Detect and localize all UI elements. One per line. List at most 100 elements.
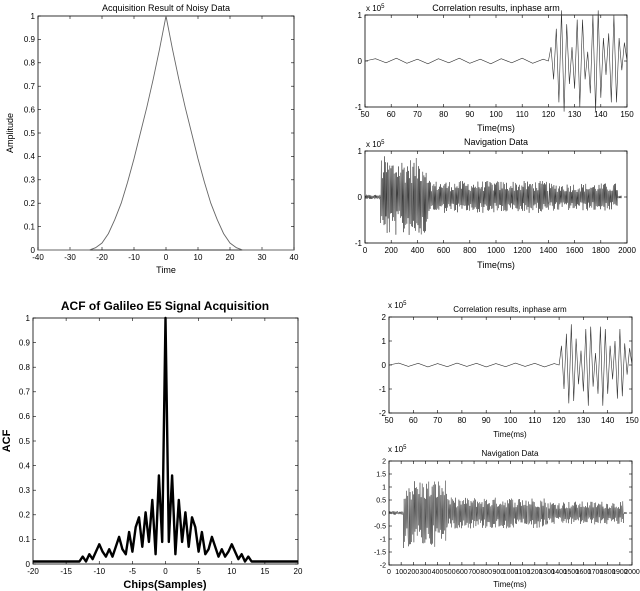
x-tick-label: 5	[196, 567, 201, 576]
x-tick-label: 10	[227, 567, 236, 576]
x-tick-label: 20	[294, 567, 303, 576]
x-tick-label: 1100	[515, 569, 530, 576]
x-tick-label: 90	[465, 110, 474, 119]
x-tick-label: 800	[480, 569, 492, 576]
x-tick-label: 1600	[576, 569, 592, 576]
y-tick-label: 0	[382, 361, 387, 370]
x-tick-label: 80	[439, 110, 448, 119]
y-tick-label: 1.5	[376, 471, 386, 478]
chart-title: Acquisition Result of Noisy Data	[102, 3, 230, 13]
y-tick-label: 1	[26, 314, 31, 323]
x-tick-label: 400	[411, 246, 425, 255]
x-tick-label: 300	[420, 569, 432, 576]
x-tick-label: 700	[468, 569, 480, 576]
x-axis-label: Time(ms)	[477, 260, 515, 270]
data-line	[364, 10, 628, 112]
panel-acf-galileo-e5: ACF of Galileo E5 Signal Acquisition -20…	[1, 299, 303, 591]
y-tick-label: -1	[380, 536, 386, 543]
x-tick-label: 1400	[540, 246, 558, 255]
x-tick-label: 50	[385, 416, 394, 425]
y-tick-label: 2	[382, 458, 386, 465]
x-tick-label: 2000	[618, 246, 636, 255]
x-tick-label: 150	[620, 110, 634, 119]
y-ticks: -1 0 1	[355, 11, 627, 112]
panel-acquisition-noisy: Acquisition Result of Noisy Data -40 -30-…	[5, 3, 299, 275]
y-tick-label: -0.5	[374, 523, 386, 530]
x-tick-label: 0	[163, 567, 168, 576]
x-tick-label: 60	[387, 110, 396, 119]
x-tick-label: 500	[444, 569, 456, 576]
y-tick-label: -1	[355, 103, 363, 112]
x-tick-label: 600	[437, 246, 451, 255]
x-tick-label: 2000	[624, 569, 640, 576]
x-tick-label: 100	[395, 569, 407, 576]
y-tick-label: 0.9	[19, 338, 31, 347]
x-tick-label: 1200	[527, 569, 543, 576]
y-tick-label: 0.5	[24, 129, 36, 138]
x-tick-label: 0	[164, 253, 169, 262]
x-ticks: 50 60 70 80 90 100 110 120 130 140 150	[361, 15, 634, 119]
x-tick-label: 1700	[588, 569, 604, 576]
x-tick-label: 1600	[566, 246, 584, 255]
y-tick-label: 0.6	[19, 412, 31, 421]
y-tick-label: 1	[358, 11, 363, 20]
y-tick-label: 0.7	[19, 388, 31, 397]
plot-frame	[37, 15, 295, 251]
x-axis-label: Time	[156, 265, 176, 275]
x-axis-label: Time(ms)	[493, 430, 527, 439]
x-tick-label: 1300	[539, 569, 555, 576]
x-tick-label: -10	[93, 567, 105, 576]
y-tick-label: 0.4	[24, 152, 36, 161]
y-tick-label: 1	[382, 484, 386, 491]
y-tick-label: 0.3	[24, 176, 36, 185]
y-tick-label: 0.1	[19, 535, 31, 544]
x-tick-label: -10	[128, 253, 140, 262]
x-tick-label: 200	[385, 246, 399, 255]
y-tick-label: -2	[380, 562, 386, 569]
y-tick-label: 0.6	[24, 105, 36, 114]
x-tick-label: 1400	[551, 569, 567, 576]
y-axis-label: ACF	[1, 429, 13, 452]
y-tick-label: 0.1	[24, 222, 36, 231]
panel-navigation-bottom: Navigation Data x 105 0 100 200 300 400 500 60…	[374, 445, 640, 589]
x-ticks: -40 -30 -20 -10 0 10 20 30 40	[32, 16, 299, 262]
x-tick-label: 200	[407, 569, 419, 576]
x-ticks: 0 100 200 300 400 500 600 700 800 900100011001200…	[387, 461, 640, 576]
exponent-label: x 105	[388, 301, 407, 310]
y-tick-label: 0.5	[376, 497, 386, 504]
x-tick-label: -15	[60, 567, 72, 576]
x-tick-label: 0	[363, 246, 368, 255]
x-tick-label: 1900	[612, 569, 628, 576]
data-line	[388, 324, 633, 406]
x-tick-label: 70	[433, 416, 442, 425]
y-tick-label: 0.2	[24, 199, 36, 208]
x-tick-label: 140	[601, 416, 615, 425]
x-tick-label: 0	[387, 569, 391, 576]
x-tick-label: 900	[493, 569, 505, 576]
data-line	[38, 15, 294, 251]
y-ticks: 0 0.1 0.2 0.3 0.4 0.5 0.6 0.7 0.8 0.9 1	[19, 314, 298, 569]
chart-title: ACF of Galileo E5 Signal Acquisition	[61, 299, 269, 313]
x-tick-label: 110	[516, 110, 529, 119]
x-axis-label: Time(ms)	[493, 580, 527, 589]
x-tick-label: 150	[625, 416, 639, 425]
y-tick-label: 0.8	[24, 59, 36, 68]
exponent-label: x 105	[366, 4, 385, 13]
y-tick-label: 0	[31, 246, 36, 255]
x-tick-label: 110	[528, 416, 541, 425]
y-tick-label: 0.7	[24, 82, 36, 91]
x-tick-label: 90	[482, 416, 491, 425]
x-tick-label: 120	[552, 416, 566, 425]
y-axis-label: Amplitude	[5, 113, 15, 153]
y-ticks: 0 0.1 0.2 0.3 0.4 0.5 0.6 0.7 0.8 0.9 1	[24, 12, 294, 255]
y-tick-label: 1	[31, 12, 36, 21]
x-tick-label: 100	[489, 110, 503, 119]
x-tick-label: 60	[409, 416, 418, 425]
x-tick-label: 80	[457, 416, 466, 425]
x-axis-label: Chips(Samples)	[123, 579, 206, 591]
y-tick-label: 1	[382, 337, 387, 346]
x-tick-label: 140	[594, 110, 608, 119]
exponent-label: x 105	[366, 140, 385, 149]
panel-correlation-top: Correlation results, inphase arm x 105 5…	[355, 3, 634, 133]
